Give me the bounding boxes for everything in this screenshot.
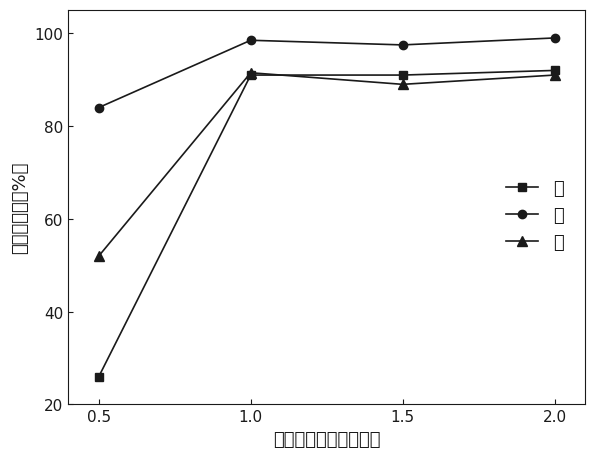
X-axis label: 氧化钙与低冰镁质量比: 氧化钙与低冰镁质量比 xyxy=(273,430,380,448)
Y-axis label: 金属浸出率（%）: 金属浸出率（%） xyxy=(11,162,29,254)
Legend: 镁, 镀, 鞙: 镁, 镀, 鞙 xyxy=(499,173,571,259)
